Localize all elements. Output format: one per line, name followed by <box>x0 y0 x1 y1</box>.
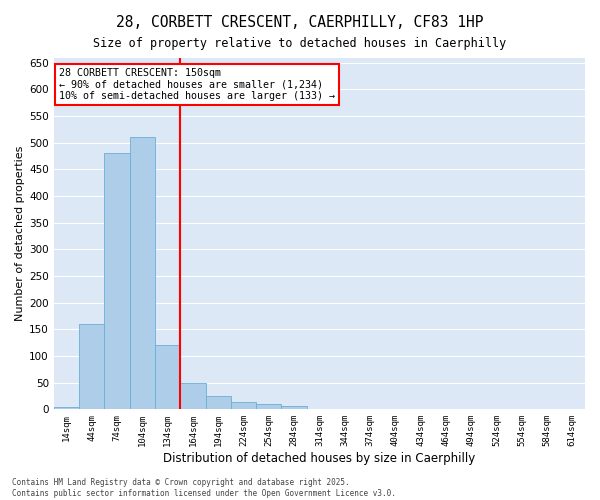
Bar <box>307 409 332 410</box>
Text: 28 CORBETT CRESCENT: 150sqm
← 90% of detached houses are smaller (1,234)
10% of : 28 CORBETT CRESCENT: 150sqm ← 90% of det… <box>59 68 335 102</box>
Bar <box>206 396 231 409</box>
Bar <box>54 406 79 410</box>
Bar <box>231 402 256 409</box>
Text: Size of property relative to detached houses in Caerphilly: Size of property relative to detached ho… <box>94 38 506 51</box>
Bar <box>104 154 130 410</box>
Bar <box>281 406 307 409</box>
Bar <box>180 382 206 409</box>
Bar <box>155 346 180 410</box>
Bar <box>130 138 155 409</box>
X-axis label: Distribution of detached houses by size in Caerphilly: Distribution of detached houses by size … <box>163 452 476 465</box>
Bar <box>256 404 281 409</box>
Text: Contains HM Land Registry data © Crown copyright and database right 2025.
Contai: Contains HM Land Registry data © Crown c… <box>12 478 396 498</box>
Bar <box>79 324 104 410</box>
Bar <box>509 409 535 410</box>
Text: 28, CORBETT CRESCENT, CAERPHILLY, CF83 1HP: 28, CORBETT CRESCENT, CAERPHILLY, CF83 1… <box>116 15 484 30</box>
Y-axis label: Number of detached properties: Number of detached properties <box>15 146 25 321</box>
